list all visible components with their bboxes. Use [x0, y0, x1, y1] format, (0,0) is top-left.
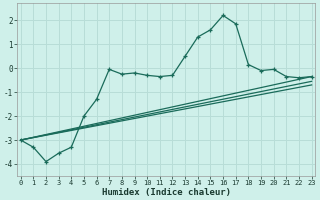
X-axis label: Humidex (Indice chaleur): Humidex (Indice chaleur) [102, 188, 231, 197]
